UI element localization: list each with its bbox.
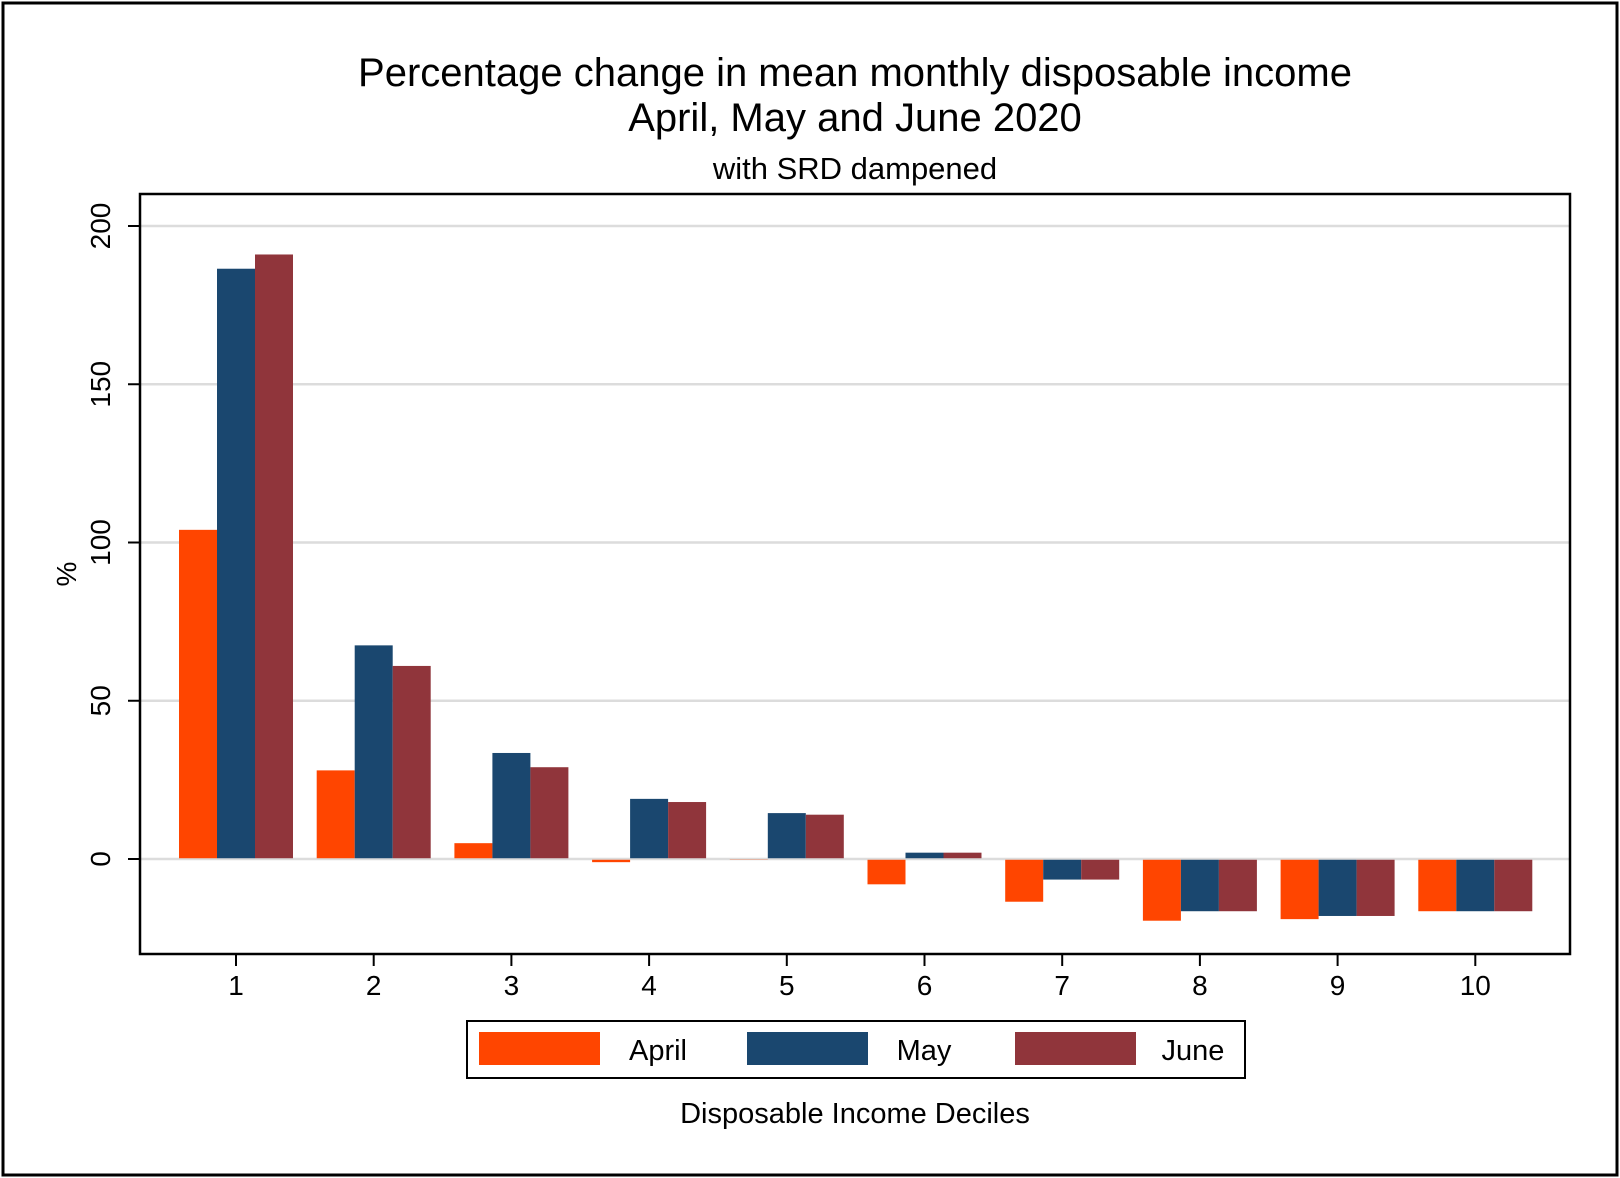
x-tick-label-4: 4 — [641, 970, 657, 1001]
bar-april-decile-2 — [316, 770, 355, 859]
chart-title: Percentage change in mean monthly dispos… — [358, 51, 1352, 95]
bar-june-decile-10 — [1494, 859, 1533, 912]
x-tick-label-10: 10 — [1460, 970, 1491, 1001]
y-tick-label-200: 200 — [85, 203, 116, 250]
x-tick-label-3: 3 — [504, 970, 520, 1001]
bar-june-decile-9 — [1356, 859, 1395, 916]
legend-swatch-may — [747, 1032, 868, 1065]
bar-june-decile-5 — [805, 814, 844, 859]
y-tick-label-100: 100 — [85, 519, 116, 566]
legend-swatch-april — [479, 1032, 600, 1065]
x-tick-label-6: 6 — [917, 970, 933, 1001]
bar-june-decile-6 — [943, 852, 982, 859]
bar-april-decile-10 — [1418, 859, 1457, 912]
bar-may-decile-3 — [492, 752, 531, 859]
bar-april-decile-7 — [1005, 859, 1044, 902]
x-tick-label-2: 2 — [366, 970, 382, 1001]
y-tick-label-50: 50 — [85, 685, 116, 716]
bar-may-decile-6 — [905, 852, 944, 859]
plot-frame — [138, 192, 1572, 956]
bar-june-decile-4 — [668, 802, 707, 859]
bars — [140, 254, 1570, 921]
bar-may-decile-5 — [767, 813, 806, 859]
bar-may-decile-2 — [354, 645, 393, 859]
bar-april-decile-3 — [454, 843, 493, 859]
x-tick-label-8: 8 — [1192, 970, 1208, 1001]
legend-label-june: June — [1162, 1035, 1225, 1067]
bar-june-decile-1 — [255, 254, 293, 860]
x-tick-label-9: 9 — [1330, 970, 1346, 1001]
bar-may-decile-4 — [630, 798, 669, 859]
bar-june-decile-2 — [392, 665, 431, 859]
legend-label-may: May — [897, 1035, 952, 1067]
x-tick-label-1: 1 — [228, 970, 244, 1001]
x-tick-label-7: 7 — [1054, 970, 1070, 1001]
bar-april-decile-8 — [1142, 859, 1181, 921]
bar-june-decile-8 — [1218, 859, 1257, 912]
x-axis-label: Disposable Income Deciles — [680, 1098, 1030, 1130]
x-axis-ticks: 1 2 3 4 5 6 7 8 9 10 — [228, 954, 1491, 1001]
legend-swatch-june — [1015, 1032, 1136, 1065]
bar-june-decile-3 — [530, 767, 569, 859]
y-tick-label-0: 0 — [85, 851, 116, 867]
y-tick-label-150: 150 — [85, 361, 116, 408]
bar-june-decile-7 — [1081, 859, 1120, 880]
bar-april-decile-4 — [592, 859, 631, 863]
bar-may-decile-8 — [1180, 859, 1219, 912]
chart-title-line2: April, May and June 2020 — [628, 96, 1082, 140]
chart-subtitle: with SRD dampened — [712, 151, 997, 186]
legend-label-april: April — [629, 1035, 687, 1067]
bar-may-decile-7 — [1043, 859, 1082, 880]
y-axis-ticks: 0 50 100 150 200 — [85, 203, 140, 867]
bar-may-decile-1 — [217, 268, 255, 859]
bar-may-decile-10 — [1456, 859, 1495, 912]
bar-april-decile-6 — [867, 859, 906, 885]
bar-april-decile-1 — [179, 529, 217, 859]
x-tick-label-5: 5 — [779, 970, 795, 1001]
legend: April May June — [479, 1032, 1224, 1067]
y-axis-label: % — [51, 562, 82, 587]
bar-may-decile-9 — [1318, 859, 1357, 916]
bar-april-decile-9 — [1280, 859, 1319, 920]
